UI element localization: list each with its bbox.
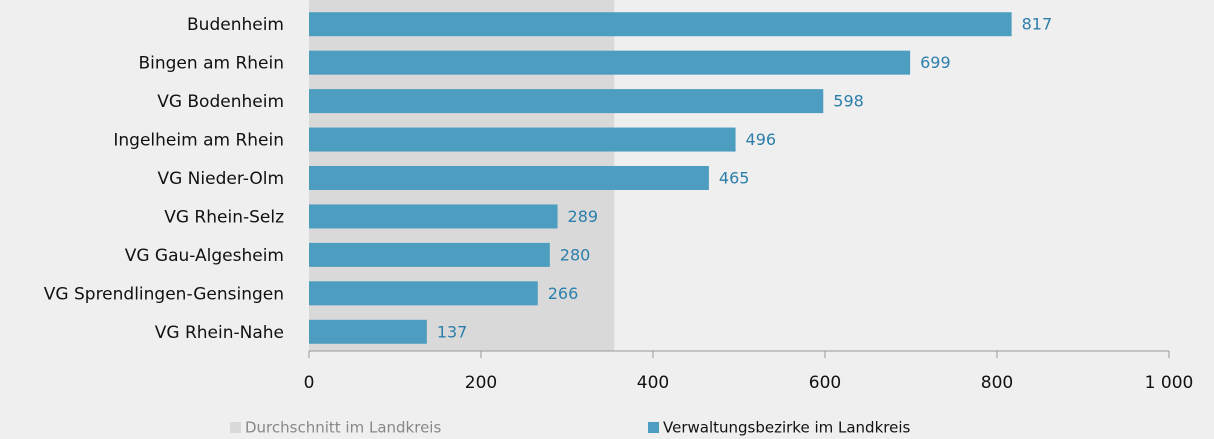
value-label: 266 xyxy=(548,284,579,303)
category-label: VG Bodenheim xyxy=(157,92,284,112)
bar xyxy=(309,127,736,152)
bar xyxy=(309,166,709,190)
x-tick-label: 1 000 xyxy=(1145,373,1194,393)
value-label: 699 xyxy=(920,53,951,72)
bar xyxy=(309,281,538,306)
x-tick-label: 400 xyxy=(637,373,669,393)
category-label: VG Nieder-Olm xyxy=(157,169,284,189)
bar xyxy=(309,319,427,344)
value-label: 280 xyxy=(560,245,591,264)
x-tick-label: 0 xyxy=(304,373,315,393)
value-label: 289 xyxy=(568,207,599,226)
bar xyxy=(309,204,558,229)
category-label: VG Sprendlingen-Gensingen xyxy=(44,284,284,304)
value-label: 137 xyxy=(437,322,468,341)
x-tick-label: 600 xyxy=(809,373,841,393)
legend-swatch xyxy=(230,422,241,433)
legend-label: Verwaltungsbezirke im Landkreis xyxy=(663,419,911,437)
category-label: VG Rhein-Selz xyxy=(164,207,284,227)
category-label: Bingen am Rhein xyxy=(138,54,284,74)
value-label: 465 xyxy=(719,169,750,188)
value-label: 598 xyxy=(833,92,864,111)
category-label: Budenheim xyxy=(187,15,284,35)
value-label: 496 xyxy=(746,130,777,149)
bar xyxy=(309,242,550,267)
bar xyxy=(309,50,911,75)
category-label: VG Gau-Algesheim xyxy=(125,246,284,266)
bar xyxy=(309,12,1012,37)
legend-label: Durchschnitt im Landkreis xyxy=(245,419,441,437)
category-label: VG Rhein-Nahe xyxy=(155,323,284,343)
x-tick-label: 800 xyxy=(981,373,1013,393)
bar xyxy=(309,89,824,114)
category-label: Ingelheim am Rhein xyxy=(113,131,284,151)
value-label: 817 xyxy=(1022,15,1053,34)
x-tick-label: 200 xyxy=(465,373,497,393)
legend-swatch xyxy=(648,422,659,433)
